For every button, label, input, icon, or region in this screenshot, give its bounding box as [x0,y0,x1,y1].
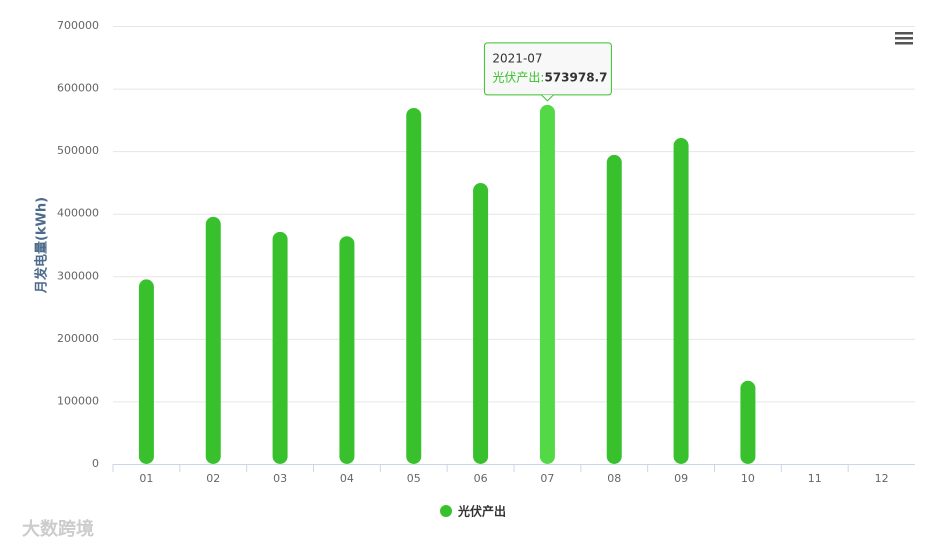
bar [673,138,689,464]
menu-line [895,37,913,40]
bar [406,107,422,465]
tooltip-label: 光伏产出: [492,70,544,84]
y-axis-title: 月发电量(kWh) [34,197,50,294]
bar [539,104,555,464]
bar [740,380,756,464]
menu-line [895,42,913,45]
menu-line [895,32,913,35]
y-tick-label: 500000 [57,144,99,157]
x-tick-label: 09 [674,472,688,485]
x-tick-label: 10 [741,472,755,485]
menu-button[interactable] [895,32,913,45]
x-tick-label: 03 [273,472,287,485]
tooltip-title: 2021-07 [492,51,542,65]
bar [205,216,221,464]
bar [138,279,154,464]
bar [606,154,622,464]
tooltip-value: 573978.7 [544,70,607,84]
x-tick-label: 06 [474,472,488,485]
x-tick-label: 12 [875,472,889,485]
y-tick-label: 0 [92,457,99,470]
y-tick-label: 400000 [57,207,99,220]
bar [339,236,355,464]
legend-label: 光伏产出 [457,504,506,519]
tooltip: 2021-07 光伏产出: 573978.7 [483,42,612,102]
legend-item[interactable]: 光伏产出 [440,504,506,519]
x-tick-label: 04 [340,472,354,485]
tooltip-pointer [541,94,554,102]
y-tick-label: 100000 [57,394,99,407]
x-tick-label: 05 [407,472,421,485]
y-tick-label: 300000 [57,269,99,282]
x-tick-label: 01 [139,472,153,485]
bar [272,231,288,464]
legend-symbol [440,505,452,517]
bar [473,183,489,464]
x-tick-label: 11 [808,472,822,485]
x-tick-label: 02 [206,472,220,485]
x-tick-label: 08 [607,472,621,485]
y-tick-label: 200000 [57,332,99,345]
y-tick-label: 600000 [57,82,99,95]
watermark: 大数跨境 [22,518,94,540]
y-tick-label: 700000 [57,19,99,32]
x-tick-label: 07 [540,472,554,485]
